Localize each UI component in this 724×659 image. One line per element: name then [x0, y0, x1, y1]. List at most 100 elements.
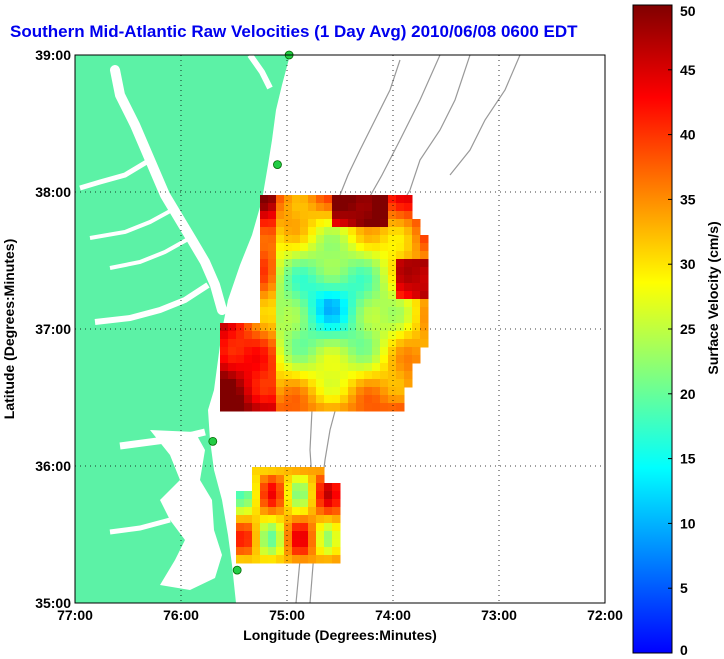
velocity-cell	[364, 347, 373, 356]
velocity-cell	[316, 291, 325, 300]
velocity-cell	[316, 339, 325, 348]
velocity-cell	[260, 331, 269, 340]
velocity-cell	[292, 507, 301, 516]
velocity-cell	[412, 283, 421, 292]
velocity-cell	[388, 379, 397, 388]
colorbar-tick-label: 10	[680, 515, 696, 531]
velocity-cell	[412, 323, 421, 332]
colorbar-tick-label: 45	[680, 62, 696, 78]
velocity-cell	[292, 331, 301, 340]
velocity-cell	[412, 243, 421, 252]
velocity-cell	[372, 235, 381, 244]
velocity-cell	[372, 379, 381, 388]
page-title: Southern Mid-Atlantic Raw Velocities (1 …	[10, 22, 578, 41]
velocity-cell	[236, 555, 245, 564]
velocity-cell	[388, 235, 397, 244]
velocity-cell	[236, 523, 245, 532]
velocity-cell	[284, 531, 293, 540]
velocity-cell	[268, 363, 277, 372]
velocity-cell	[308, 515, 317, 524]
velocity-cell	[364, 227, 373, 236]
velocity-cell	[324, 235, 333, 244]
velocity-cell	[228, 339, 237, 348]
velocity-cell	[308, 307, 317, 316]
velocity-cell	[244, 323, 253, 332]
velocity-cell	[260, 515, 269, 524]
velocity-cell	[404, 299, 413, 308]
velocity-cell	[372, 347, 381, 356]
velocity-cell	[404, 291, 413, 300]
velocity-cell	[300, 539, 309, 548]
velocity-cell	[324, 307, 333, 316]
velocity-cell	[308, 331, 317, 340]
pamlico-sound	[150, 430, 222, 590]
velocity-cell	[356, 195, 365, 204]
velocity-cell	[236, 531, 245, 540]
velocity-cell	[260, 211, 269, 220]
velocity-cell	[252, 515, 261, 524]
velocity-cell	[292, 539, 301, 548]
velocity-cell	[380, 339, 389, 348]
radar-station-marker	[232, 565, 242, 575]
velocity-cell	[316, 195, 325, 204]
velocity-cell	[388, 331, 397, 340]
longitude-tick-label: 74:00	[375, 607, 411, 623]
velocity-cell	[348, 347, 357, 356]
velocity-cell	[260, 307, 269, 316]
velocity-cell	[260, 379, 269, 388]
velocity-cell	[332, 499, 341, 508]
velocity-cell	[364, 355, 373, 364]
velocity-cell	[420, 235, 429, 244]
velocity-cell	[300, 403, 309, 412]
velocity-cell	[404, 283, 413, 292]
velocity-cell	[244, 515, 253, 524]
velocity-cell	[332, 323, 341, 332]
velocity-cell	[316, 363, 325, 372]
velocity-cell	[372, 219, 381, 228]
velocity-cell	[308, 267, 317, 276]
x-axis-label: Longitude (Degrees:Minutes)	[243, 627, 437, 643]
velocity-cell	[324, 299, 333, 308]
velocity-cell	[340, 379, 349, 388]
latitude-ticks: 35:00 36:00 37:00 38:00 39:00	[35, 47, 71, 611]
velocity-cell	[228, 323, 237, 332]
velocity-cell	[412, 339, 421, 348]
velocity-cell	[340, 395, 349, 404]
velocity-cell	[244, 355, 253, 364]
velocity-cell	[276, 499, 285, 508]
velocity-cell	[268, 387, 277, 396]
velocity-cell	[268, 203, 277, 212]
velocity-cell	[404, 235, 413, 244]
velocity-cell	[284, 483, 293, 492]
velocity-cell	[300, 219, 309, 228]
velocity-cell	[340, 371, 349, 380]
velocity-cell	[308, 371, 317, 380]
velocity-cell	[244, 403, 253, 412]
velocity-cell	[412, 355, 421, 364]
velocity-cell	[284, 299, 293, 308]
velocity-cell	[356, 283, 365, 292]
velocity-cell	[364, 387, 373, 396]
velocity-cell	[340, 347, 349, 356]
velocity-cell	[412, 219, 421, 228]
velocity-cell	[380, 267, 389, 276]
velocity-cell	[380, 227, 389, 236]
velocity-cell	[260, 483, 269, 492]
velocity-cell	[340, 227, 349, 236]
velocity-cell	[292, 515, 301, 524]
velocity-cell	[276, 483, 285, 492]
velocity-cell	[260, 267, 269, 276]
velocity-cell	[252, 555, 261, 564]
velocity-cell	[348, 219, 357, 228]
velocity-cell	[236, 403, 245, 412]
velocity-cell	[292, 547, 301, 556]
velocity-cell	[244, 491, 253, 500]
velocity-cell	[364, 195, 373, 204]
velocity-cell	[332, 195, 341, 204]
velocity-cell	[268, 219, 277, 228]
velocity-cell	[276, 251, 285, 260]
velocity-cell	[324, 547, 333, 556]
velocity-cell	[332, 227, 341, 236]
velocity-cell	[244, 363, 253, 372]
velocity-cell	[332, 331, 341, 340]
